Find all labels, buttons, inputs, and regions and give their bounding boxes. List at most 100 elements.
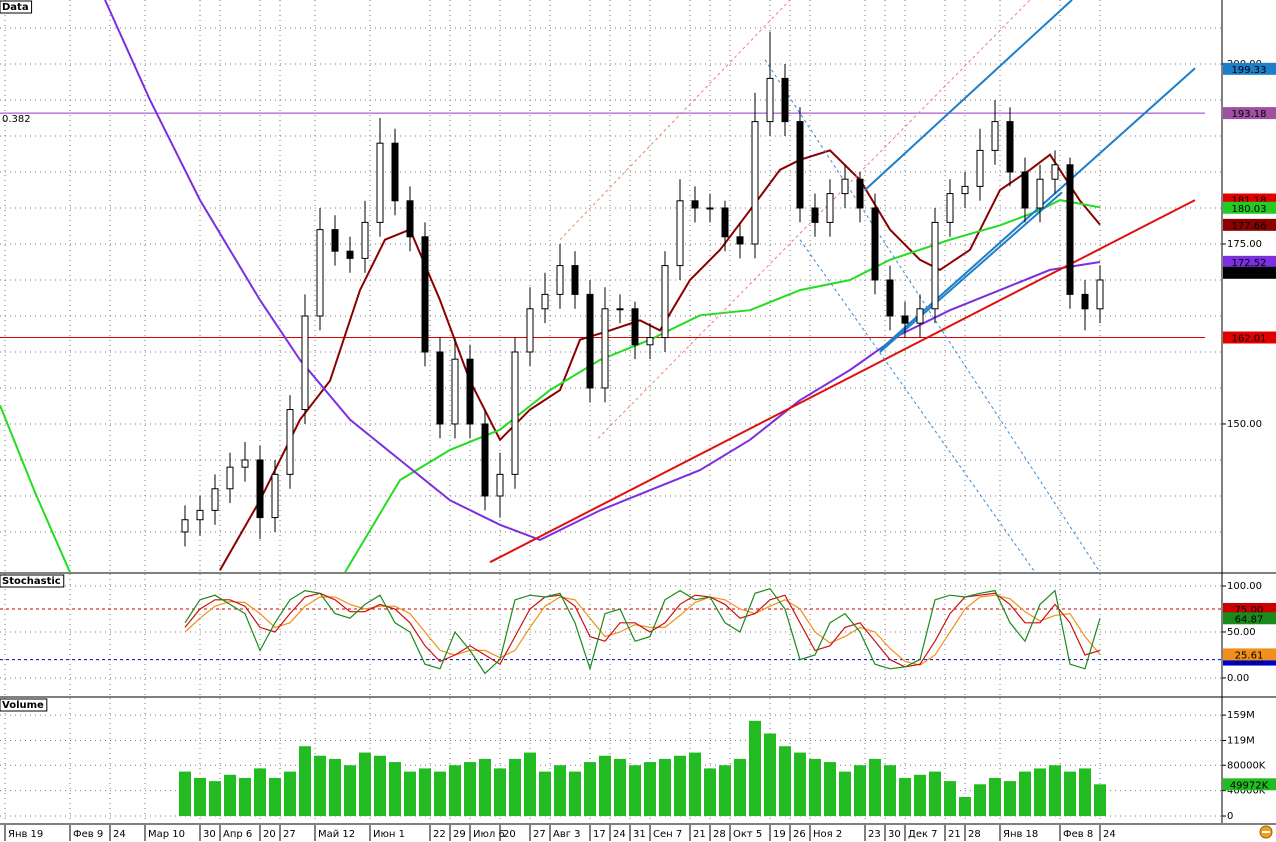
- candle-body: [676, 200, 684, 267]
- volume-bar: [194, 777, 206, 817]
- panel-title-box: [0, 0, 33, 14]
- trend-line: [559, 0, 791, 241]
- volume-bar: [959, 796, 971, 817]
- price-tag-label: 181.18: [1232, 195, 1267, 206]
- candle-body: [406, 200, 414, 238]
- x-tick-label: Апр 6: [223, 829, 252, 840]
- candle-body: [1051, 164, 1059, 180]
- x-tick-label: 21: [948, 829, 961, 840]
- volume-bar: [539, 771, 551, 817]
- y-tick-label: 40000K: [1227, 786, 1266, 797]
- candle-body: [511, 351, 519, 475]
- x-tick-label: Авг 3: [553, 829, 581, 840]
- x-tick-label: 27: [533, 829, 546, 840]
- x-tick-label: 20: [263, 829, 276, 840]
- x-tick-label: 19: [773, 829, 786, 840]
- volume-bar: [749, 720, 761, 817]
- panel-title: Volume: [2, 700, 44, 711]
- candle-body: [616, 308, 624, 311]
- y-tick-label: 119M: [1227, 736, 1255, 747]
- candle-body: [211, 488, 219, 511]
- candle-body: [841, 178, 849, 195]
- volume-bar: [554, 765, 566, 817]
- candle-body: [826, 193, 834, 223]
- price-tag: [1223, 255, 1276, 268]
- volume-bar: [809, 758, 821, 817]
- candle-body: [451, 358, 459, 425]
- volume-bar: [344, 765, 356, 817]
- price-tag-label: 49972K: [1230, 780, 1269, 791]
- x-tick-label: Сен 7: [653, 829, 682, 840]
- candle-body: [646, 337, 654, 346]
- y-tick-label: 0: [1227, 811, 1233, 822]
- volume-bar: [569, 771, 581, 817]
- x-tick-label: Фев 8: [1063, 829, 1093, 840]
- price-tag-label: 193.18: [1232, 109, 1267, 120]
- volume-bar: [1049, 765, 1061, 817]
- volume-bar: [464, 762, 476, 817]
- candle-body: [226, 466, 234, 490]
- volume-bar: [914, 774, 926, 817]
- price-tag-label: 172.52: [1232, 258, 1267, 269]
- price-tag: [1223, 218, 1276, 231]
- volume-bar: [1004, 781, 1016, 817]
- candle-body: [601, 308, 609, 389]
- volume-bar: [509, 758, 521, 817]
- price-tag-label: 64.87: [1235, 614, 1264, 625]
- candle-body: [181, 519, 189, 533]
- y-tick-label: 80000K: [1227, 760, 1266, 771]
- level-label: 0.382: [2, 114, 31, 125]
- stochastic-line: [184, 588, 1101, 675]
- volume-bar: [1094, 784, 1106, 817]
- candle-body: [811, 207, 819, 223]
- x-tick-label: Янв 19: [8, 829, 43, 840]
- candle-body: [886, 279, 894, 317]
- trend-line: [864, 0, 1073, 191]
- volume-bar: [269, 777, 281, 817]
- volume-bar: [1019, 771, 1031, 817]
- y-tick-label: 50.00: [1227, 627, 1256, 638]
- volume-bar: [884, 765, 896, 817]
- x-tick-label: 21: [693, 829, 706, 840]
- candle-body: [556, 265, 564, 295]
- price-tag: [1223, 612, 1276, 625]
- candle-body: [931, 221, 939, 310]
- volume-bar: [719, 765, 731, 817]
- price-tag-label: 171.00: [1232, 269, 1267, 280]
- candle-body: [781, 77, 789, 123]
- price-tag-label: 180.03: [1232, 204, 1267, 215]
- y-tick-label: 100.00: [1227, 581, 1262, 592]
- price-tag: [1223, 62, 1276, 75]
- candle-body: [721, 207, 729, 238]
- y-tick-label: 150.00: [1227, 419, 1262, 430]
- volume-bar: [794, 752, 806, 817]
- trend-line: [879, 191, 1063, 353]
- volume-bar: [224, 774, 236, 817]
- volume-bar: [404, 771, 416, 817]
- volume-bar: [644, 762, 656, 817]
- volume-bar: [179, 771, 191, 817]
- candle-body: [706, 207, 714, 210]
- volume-bar: [764, 733, 776, 817]
- volume-bar: [704, 768, 716, 817]
- volume-bar: [734, 758, 746, 817]
- candle-body: [571, 265, 579, 295]
- volume-bar: [839, 771, 851, 817]
- candle-body: [331, 229, 339, 252]
- trend-line: [489, 199, 1196, 564]
- price-tag-label: 177.66: [1232, 221, 1267, 232]
- x-tick-label: Июл 6: [473, 829, 505, 840]
- volume-bar: [899, 777, 911, 817]
- volume-bar: [1064, 771, 1076, 817]
- volume-bar: [824, 762, 836, 817]
- volume-bar: [419, 768, 431, 817]
- volume-bar: [974, 784, 986, 817]
- candle-body: [991, 121, 999, 151]
- candle-body: [1021, 171, 1029, 209]
- candle-body: [1081, 293, 1089, 310]
- volume-bar: [209, 781, 221, 817]
- stochastic-line: [184, 592, 1101, 668]
- volume-bar: [929, 771, 941, 817]
- x-tick-label: 28: [968, 829, 981, 840]
